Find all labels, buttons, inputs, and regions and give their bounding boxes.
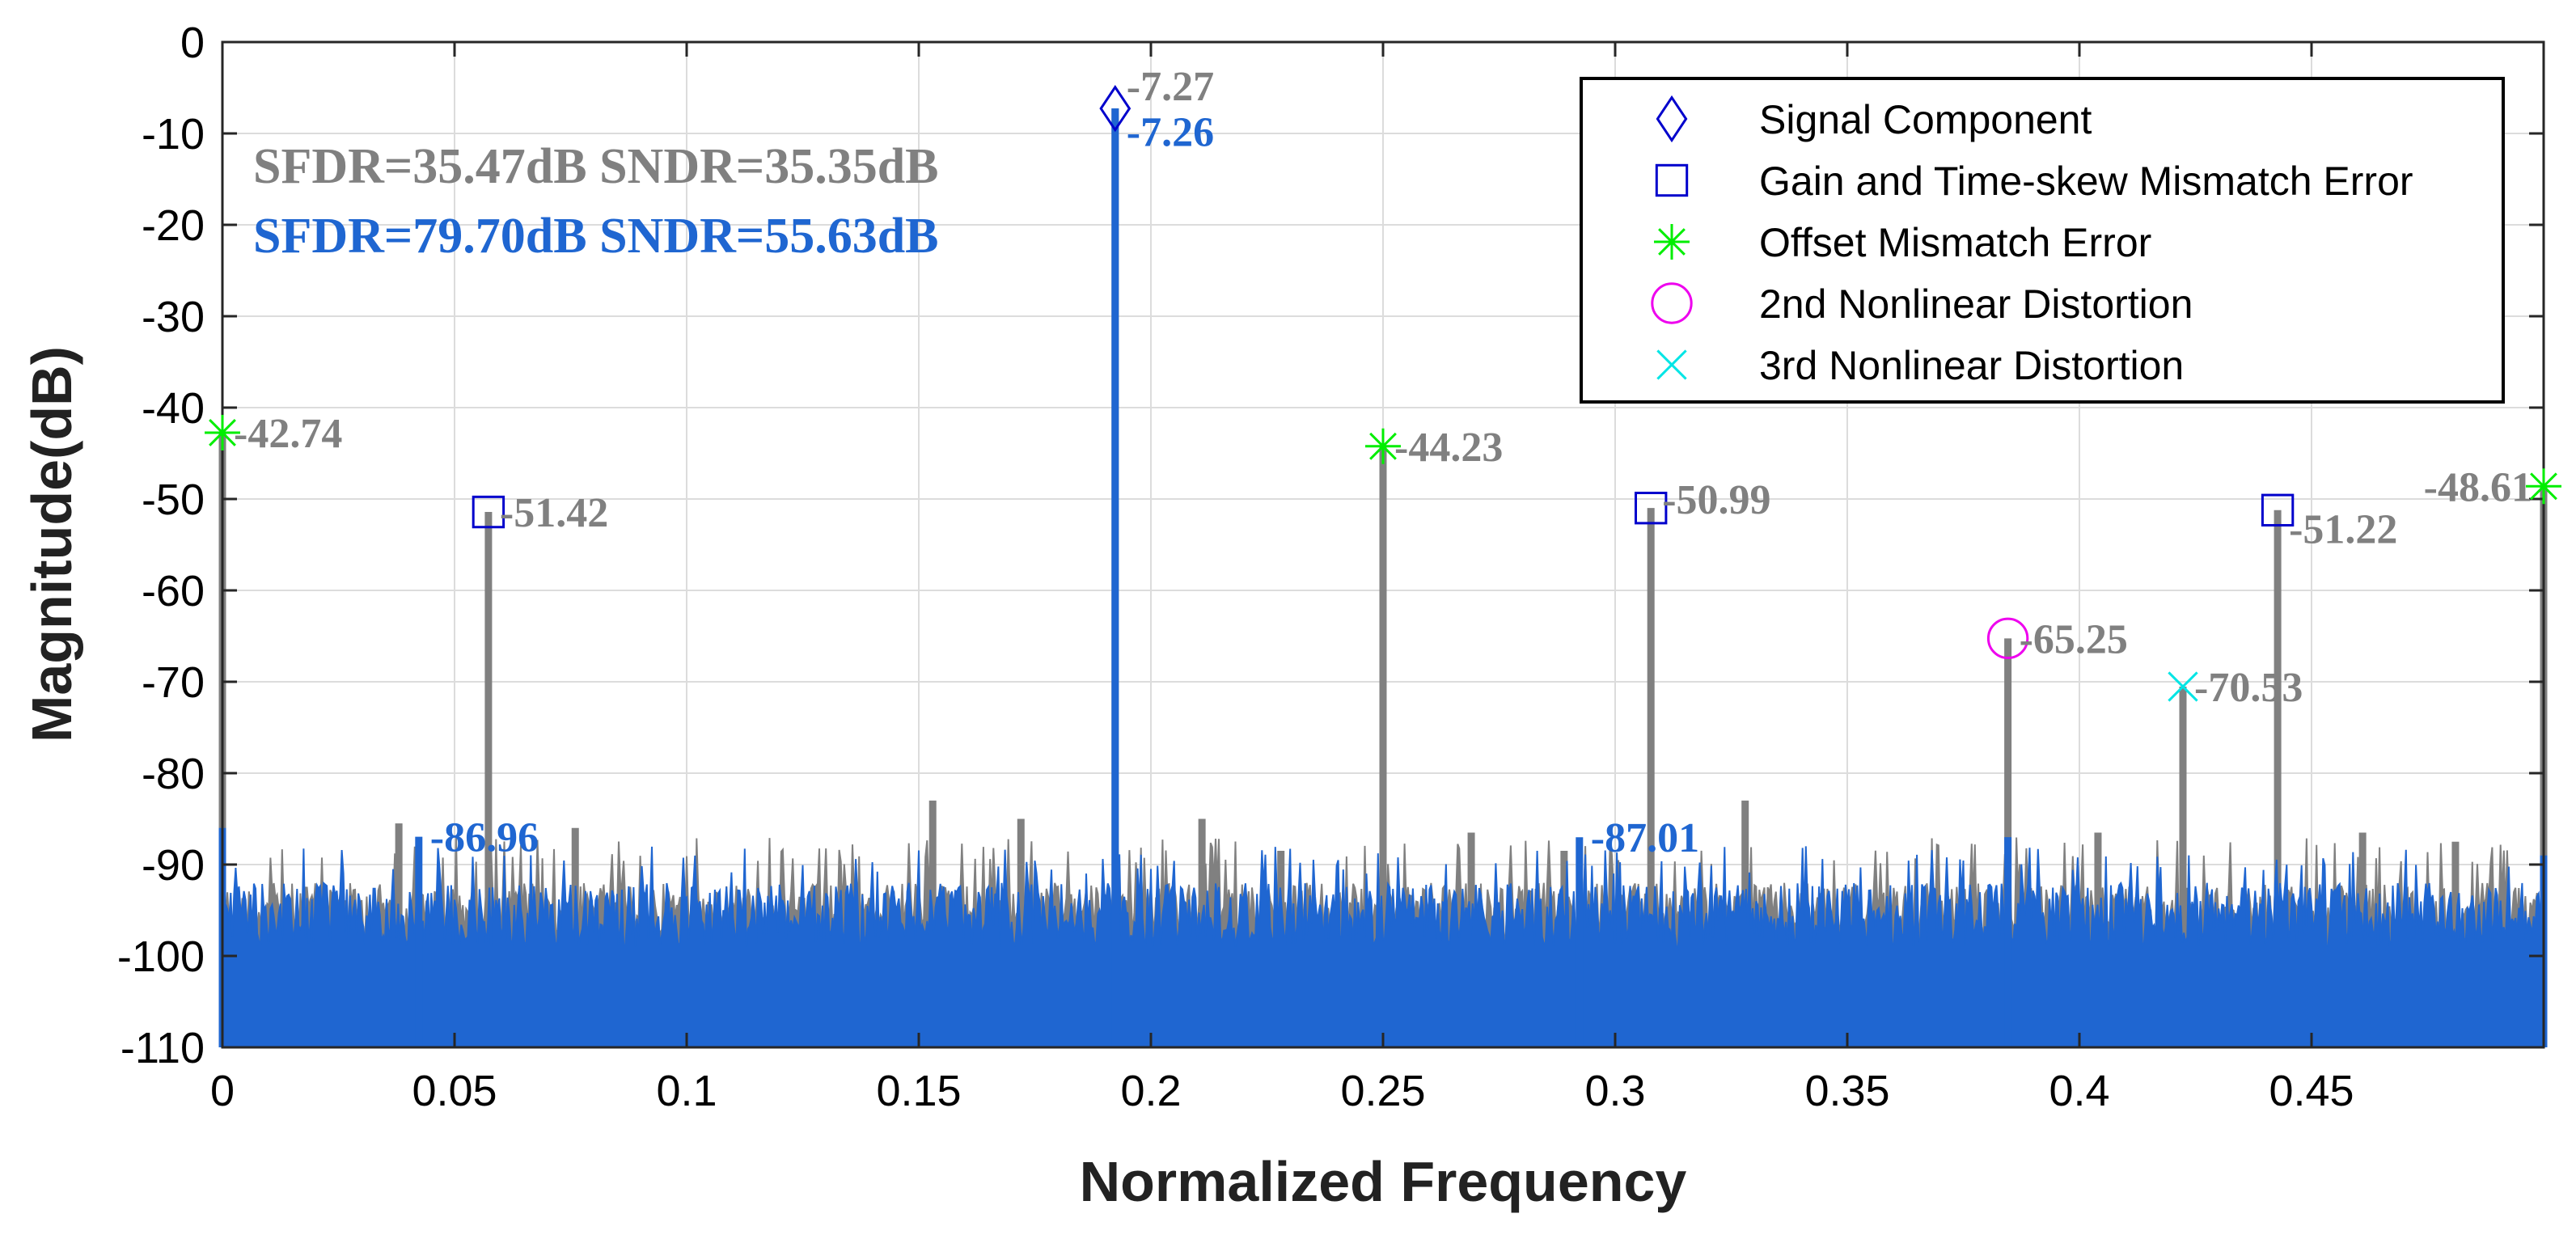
axis-ticks: 0 0.05 0.1 0.15 0.2 0.25 0.3 0.35 0.4 0.45 0 -10 -20… [117, 19, 2544, 1115]
marker-asterisk-4 [205, 414, 240, 450]
annotation-5: -50.99 [1662, 477, 1770, 523]
legend-label-2: Offset Mismatch Error [1759, 220, 2151, 265]
marker-asterisk-5 [1365, 428, 1401, 464]
annotation-8: -51.22 [2289, 506, 2397, 552]
legend-label-3: 2nd Nonlinear Distortion [1759, 281, 2193, 327]
metric-text-1: SFDR=79.70dB SNDR=55.63dB [253, 209, 939, 264]
x-tick-label-9: 0.45 [2269, 1067, 2354, 1115]
y-tick-label-8: -80 [142, 750, 205, 798]
marker-circle-7 [1986, 617, 2029, 660]
legend-marker-3 [1651, 282, 1693, 324]
annotation-7: -70.53 [2194, 665, 2303, 711]
legend-label-0: Signal Component [1759, 97, 2092, 142]
legend-box [1580, 77, 2505, 404]
x-tick-label-2: 0.1 [656, 1067, 717, 1115]
annotation-4: -44.23 [1394, 425, 1503, 471]
x-tick-label-5: 0.25 [1340, 1067, 1425, 1115]
marker-x-8 [2168, 671, 2198, 702]
y-tick-label-4: -40 [142, 384, 205, 433]
marker-asterisk-6 [2526, 468, 2561, 505]
y-tick-label-1: -10 [142, 110, 205, 159]
y-tick-label-7: -70 [142, 658, 205, 707]
marker-square-3 [2261, 493, 2295, 526]
x-tick-label-3: 0.15 [876, 1067, 961, 1115]
annotation-9: -48.61 [2424, 464, 2532, 510]
y-tick-label-6: -60 [142, 567, 205, 615]
annotation-3: -51.42 [500, 490, 608, 536]
y-tick-label-2: -20 [142, 201, 205, 250]
legend-marker-2 [1654, 224, 1690, 260]
annotation-1: -7.26 [1127, 109, 1214, 155]
legend-label-1: Gain and Time-skew Mismatch Error [1759, 159, 2413, 204]
legend: Signal Component Gain and Time-skew Misma… [1580, 77, 2505, 404]
x-tick-label-8: 0.4 [2049, 1067, 2109, 1115]
legend-marker-4 [1656, 349, 1687, 380]
legend-marker-1 [1655, 163, 1689, 197]
y-tick-label-5: -50 [142, 476, 205, 524]
x-tick-label-4: 0.2 [1120, 1067, 1181, 1115]
component-markers [205, 85, 2561, 702]
value-annotations: -7.27-7.26 -42.74 -51.42 -44.23 -50.99 -65.25… [234, 64, 2532, 861]
annotation-0: -7.27 [1127, 64, 1214, 110]
x-tick-label-0: 0 [210, 1067, 235, 1115]
metric-text-0: SFDR=35.47dB SNDR=35.35dB [253, 139, 939, 194]
marker-square-1 [472, 495, 505, 529]
y-tick-label-9: -90 [142, 841, 205, 890]
y-tick-label-10: -100 [117, 932, 205, 981]
performance-metrics: SFDR=35.47dB SNDR=35.35dB SFDR=79.70dB SN… [253, 139, 939, 264]
y-tick-label-0: 0 [180, 19, 205, 67]
marker-square-2 [1634, 491, 1668, 525]
noise-floor-after [222, 846, 2544, 1048]
y-tick-label-11: -110 [121, 1024, 205, 1072]
annotation-6: -65.25 [2020, 616, 2128, 662]
x-tick-label-6: 0.3 [1584, 1067, 1645, 1115]
annotation-10: -86.96 [430, 815, 539, 861]
legend-label-4: 3rd Nonlinear Distortion [1759, 343, 2184, 388]
spectrum-traces [218, 108, 2548, 1048]
x-axis-label: Normalized Frequency [1080, 1150, 1687, 1213]
y-tick-label-3: -30 [142, 293, 205, 341]
x-tick-label-1: 0.05 [412, 1067, 497, 1115]
legend-marker-0 [1656, 95, 1688, 143]
x-tick-label-7: 0.35 [1804, 1067, 1889, 1115]
marker-diamond-0 [1099, 85, 1131, 133]
annotation-2: -42.74 [234, 411, 342, 457]
y-axis-label: Magnitude(dB) [20, 346, 83, 742]
annotation-11: -87.01 [1591, 815, 1699, 861]
